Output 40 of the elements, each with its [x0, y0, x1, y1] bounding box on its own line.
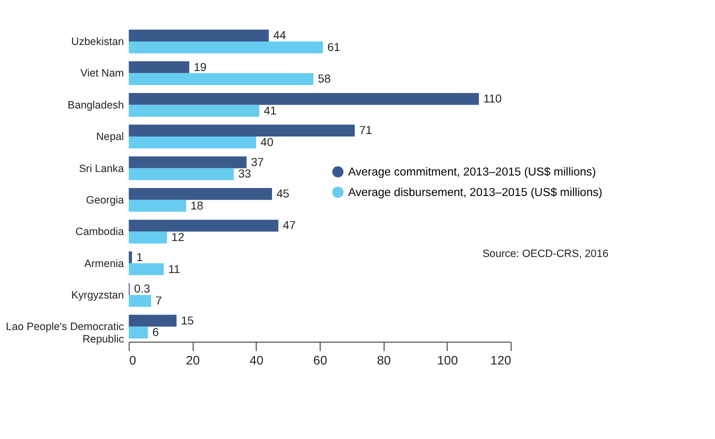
- annotation: Source: OECD-CRS, 2016: [482, 248, 608, 260]
- x-tick-label: 100: [437, 353, 458, 368]
- data-label: 45: [276, 188, 290, 201]
- x-tick-label: 20: [186, 353, 200, 368]
- y-tick-label: Sri Lanka: [78, 162, 124, 175]
- y-tick-label: Georgia: [86, 194, 124, 206]
- data-label: 37: [250, 156, 264, 169]
- x-tick-label: 40: [250, 353, 264, 368]
- data-label: 1: [136, 252, 143, 264]
- data-label: 58: [318, 74, 331, 86]
- x-tick-label: 80: [376, 353, 391, 368]
- y-tick-label: Armenia: [84, 258, 124, 270]
- data-label: 15: [180, 315, 194, 328]
- y-tick-label: Nepal: [96, 131, 124, 144]
- data-label: 12: [171, 232, 184, 244]
- data-label: 44: [273, 30, 287, 42]
- legend-label: Average commitment, 2013–2015 (US$ millions): [348, 166, 596, 178]
- y-tick-label: Lao People's Democratic Republic: [6, 321, 125, 346]
- data-label: 0.3: [134, 284, 150, 296]
- data-label: 6: [152, 327, 159, 340]
- legend-label: Average disbursement, 2013–2015 (US$ millions): [348, 186, 602, 199]
- y-tick-label: Kyrgyzstan: [71, 290, 124, 302]
- data-label: 33: [238, 168, 252, 181]
- data-label: 71: [359, 125, 372, 138]
- data-label: 40: [260, 137, 274, 150]
- data-label: 18: [190, 200, 204, 212]
- y-tick-label: Viet Nam: [80, 68, 124, 80]
- data-label: 41: [264, 105, 277, 118]
- data-label: 11: [168, 264, 180, 276]
- x-tick-label: 0: [129, 353, 136, 368]
- data-label: 61: [327, 42, 340, 54]
- data-label: 19: [194, 62, 207, 74]
- y-tick-label: Uzbekistan: [71, 36, 124, 48]
- data-label: 7: [156, 295, 162, 308]
- y-tick-label: Bangladesh: [68, 99, 124, 112]
- x-tick-label: 120: [490, 353, 512, 368]
- y-tick-label: Cambodia: [75, 226, 124, 238]
- x-tick-label: 60: [313, 353, 328, 368]
- data-label: 47: [282, 220, 296, 232]
- data-label: 110: [483, 93, 502, 106]
